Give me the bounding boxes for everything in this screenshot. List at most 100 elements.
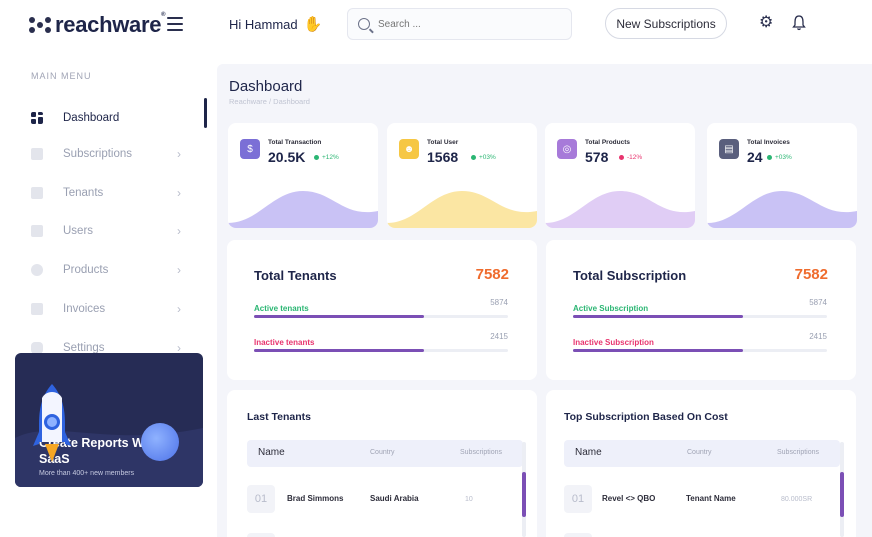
progress-row: Active tenants 5874 (254, 298, 508, 318)
sidebar-item-label: Invoices (63, 303, 106, 315)
stat-value: 578 (585, 149, 609, 165)
chevron-right-icon: › (177, 224, 181, 238)
sparkline-area (707, 191, 857, 228)
scrollbar[interactable] (522, 442, 526, 537)
sidebar-item-label: Tenants (63, 187, 104, 199)
table-row[interactable]: 01 Revel <> QBO Tenant Name 80.000SR (564, 485, 840, 513)
bell-icon[interactable] (792, 15, 806, 31)
card-title: Total Tenants (254, 268, 337, 283)
stat-label: Total Transaction (268, 139, 322, 146)
settings-icon (31, 342, 43, 354)
progress-row: Active Subscription 5874 (573, 298, 827, 318)
search-box[interactable] (347, 8, 572, 40)
column-header: Country (687, 449, 712, 456)
column-header: Country (370, 449, 395, 456)
stat-card-products[interactable]: ◎ Total Products 578 -12% (545, 123, 695, 228)
progress-bar (254, 315, 425, 318)
card-title: Top Subscription Based On Cost (564, 411, 728, 423)
menu-toggle-icon[interactable] (167, 17, 183, 31)
progress-label: Inactive Subscription (573, 338, 654, 347)
total-tenants-card: Total Tenants 7582 Active tenants 5874 I… (227, 240, 537, 380)
top-subscription-card: Top Subscription Based On Cost Name Coun… (546, 390, 856, 537)
stat-value: 24 (747, 149, 763, 165)
progress-label: Inactive tenants (254, 338, 315, 347)
stat-card-invoices[interactable]: ▤ Total Invoices 24 +03% (707, 123, 857, 228)
stat-label: Total Invoices (747, 139, 790, 146)
brand-logo[interactable]: reachware® (29, 12, 166, 38)
stat-card-user[interactable]: ☻ Total User 1568 +03% (387, 123, 537, 228)
rocket-icon (33, 384, 71, 462)
top-bar: reachware® Hi Hammad ✋ New Subscriptions… (0, 0, 872, 50)
card-total: 7582 (475, 266, 509, 283)
dollar-icon: $ (240, 139, 260, 159)
chevron-right-icon: › (177, 263, 181, 277)
table-row[interactable] (564, 533, 592, 537)
sidebar-item-products[interactable]: Products › (31, 258, 181, 282)
promo-title: Create Reports With SaaS (39, 436, 160, 466)
promo-subtitle: More than 400+ new members (39, 470, 135, 477)
sparkline-area (545, 191, 695, 228)
subscription-name: Revel <> QBO (602, 494, 656, 503)
gear-icon[interactable]: ⚙ (759, 14, 774, 31)
sidebar-item-label: Dashboard (63, 112, 120, 124)
target-icon: ◎ (557, 139, 577, 159)
stat-change: -12% (619, 154, 642, 161)
scrollbar[interactable] (840, 442, 844, 537)
tenant-subscriptions: 10 (465, 496, 473, 503)
progress-value: 5874 (490, 298, 508, 307)
table-header: Name Country Subscriptions (564, 440, 840, 467)
subscription-cost: 80.000SR (781, 496, 813, 503)
column-header: Name (575, 447, 602, 458)
main-content: Dashboard Reachware / Dashboard $ Total … (217, 64, 872, 537)
greeting: Hi Hammad ✋ (229, 16, 323, 33)
sidebar-item-label: Subscriptions (63, 148, 133, 160)
page-title: Dashboard (229, 78, 303, 95)
stat-label: Total Products (585, 139, 631, 146)
card-title: Last Tenants (247, 411, 311, 423)
stat-label: Total User (427, 139, 459, 146)
progress-value: 5874 (809, 298, 827, 307)
sidebar-item-label: Products (63, 264, 109, 276)
stat-change: +03% (471, 154, 496, 161)
card-total: 7582 (794, 266, 828, 283)
search-input[interactable] (378, 18, 548, 30)
last-tenants-card: Last Tenants Name Country Subscriptions … (227, 390, 537, 537)
sidebar-item-settings[interactable]: Settings › (31, 336, 181, 360)
grid-icon (31, 225, 43, 237)
stat-value: 20.5K (268, 149, 306, 165)
stat-card-transaction[interactable]: $ Total Transaction 20.5K +12% (228, 123, 378, 228)
chevron-right-icon: › (177, 186, 181, 200)
row-number: 01 (564, 485, 592, 513)
new-subscriptions-button[interactable]: New Subscriptions (605, 8, 727, 39)
sidebar-item-subscriptions[interactable]: Subscriptions › (31, 142, 181, 166)
waving-hand-icon: ✋ (303, 16, 323, 33)
card-title: Total Subscription (573, 268, 687, 283)
progress-row: Inactive tenants 2415 (254, 332, 508, 352)
progress-bar (573, 315, 744, 318)
table-row[interactable] (247, 533, 275, 537)
search-icon (358, 18, 370, 30)
sparkline-area (387, 191, 537, 228)
active-indicator (204, 98, 207, 128)
sidebar-item-users[interactable]: Users › (31, 219, 181, 243)
progress-value: 2415 (809, 332, 827, 341)
sidebar-item-label: Settings (63, 342, 105, 354)
product-icon (31, 264, 43, 276)
tenant-name: Brad Simmons (287, 494, 344, 503)
table-row[interactable]: 01 Brad Simmons Saudi Arabia 10 (247, 485, 523, 513)
progress-bar (573, 349, 744, 352)
breadcrumb[interactable]: Reachware / Dashboard (229, 97, 310, 106)
user-icon: ☻ (399, 139, 419, 159)
progress-label: Active tenants (254, 304, 309, 313)
sidebar-item-dashboard[interactable]: Dashboard (31, 106, 181, 130)
logo-icon (29, 17, 51, 33)
sparkline-area (228, 191, 378, 228)
row-number: 01 (247, 485, 275, 513)
tenant-country: Saudi Arabia (370, 494, 419, 503)
chevron-right-icon: › (177, 302, 181, 316)
stat-change: +03% (767, 154, 792, 161)
sidebar-item-tenants[interactable]: Tenants › (31, 181, 181, 205)
sidebar-item-invoices[interactable]: Invoices › (31, 297, 181, 321)
stat-value: 1568 (427, 149, 459, 165)
table-header: Name Country Subscriptions (247, 440, 523, 467)
